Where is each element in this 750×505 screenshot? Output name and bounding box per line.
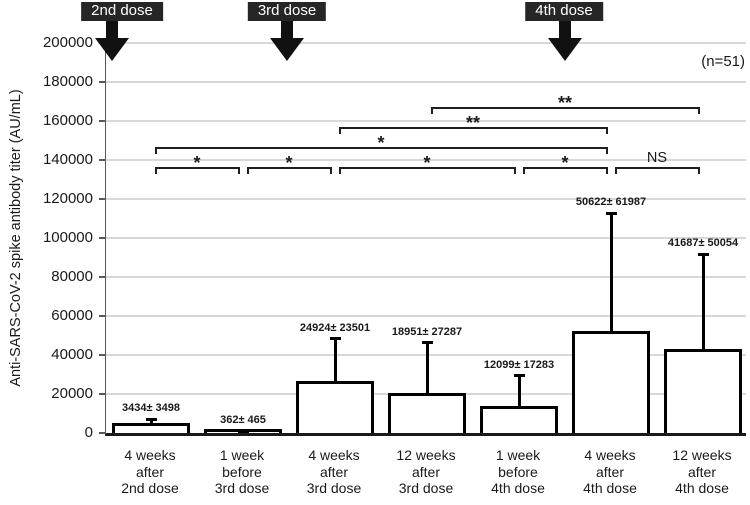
- gridline: [106, 120, 746, 122]
- bar-value-label: 3434± 3498: [121, 402, 181, 415]
- significance-bracket: [614, 167, 700, 174]
- significance-label: *: [285, 153, 293, 173]
- dose-label-box: 4th dose: [525, 2, 603, 21]
- significance-bracket: [154, 167, 240, 174]
- sample-size-label: (n=51): [701, 53, 745, 70]
- error-bar-cap: [237, 429, 249, 433]
- bar: [388, 393, 466, 433]
- y-tick-mark: [99, 315, 105, 317]
- x-category-label: 1 week before 3rd dose: [214, 447, 270, 496]
- dose-arrow-icon: [95, 38, 129, 61]
- bar-value-label: 41687± 50054: [667, 237, 739, 250]
- y-tick-mark: [99, 237, 105, 239]
- error-bar-cap: [697, 252, 709, 256]
- error-bar: [517, 375, 521, 410]
- y-tick-label: 200000: [42, 34, 93, 51]
- bar: [572, 331, 650, 433]
- significance-label: *: [561, 153, 569, 173]
- y-tick-label: 80000: [51, 268, 93, 285]
- significance-bracket: [246, 167, 332, 174]
- x-category-label: 4 weeks after 4th dose: [583, 447, 637, 496]
- y-tick-label: 40000: [51, 346, 93, 363]
- x-category-label: 4 weeks after 2nd dose: [121, 447, 179, 496]
- error-bar-cap: [605, 211, 617, 215]
- significance-label: **: [465, 113, 480, 133]
- y-tick-label: 100000: [42, 229, 93, 246]
- dose-arrow-icon: [548, 38, 582, 61]
- bar-value-label: 362± 465: [220, 414, 266, 427]
- significance-bracket: [154, 147, 608, 154]
- y-tick-mark: [99, 393, 105, 395]
- y-tick-label: 180000: [42, 73, 93, 90]
- significance-label: *: [193, 153, 201, 173]
- significance-bracket: [338, 167, 516, 174]
- gridline: [106, 159, 746, 161]
- gridline: [106, 42, 746, 44]
- bar-value-label: 24924± 23501: [299, 321, 371, 334]
- significance-bracket: [338, 127, 608, 134]
- y-tick-label: 140000: [42, 151, 93, 168]
- gridline: [106, 315, 746, 317]
- dose-label-box: 2nd dose: [81, 2, 163, 21]
- dose-arrow-icon: [270, 38, 304, 61]
- x-category-label: 12 weeks after 4th dose: [672, 447, 732, 496]
- error-bar: [333, 338, 337, 385]
- y-tick-label: 0: [84, 424, 93, 441]
- y-tick-mark: [99, 276, 105, 278]
- plot-area: 3434± 3498 362± 465 24924± 23501 18951± 272…: [105, 42, 746, 436]
- gridline: [106, 81, 746, 83]
- bar: [480, 406, 558, 433]
- error-bar-cap: [329, 337, 341, 341]
- significance-label: **: [557, 93, 572, 113]
- error-bar-cap: [513, 374, 525, 378]
- error-bar: [609, 213, 613, 335]
- dose-arrow-icon: [559, 21, 571, 39]
- y-tick-label: 20000: [51, 385, 93, 402]
- significance-bracket: [430, 107, 700, 114]
- significance-label: *: [377, 133, 385, 153]
- y-tick-mark: [99, 198, 105, 200]
- y-tick-mark: [99, 120, 105, 122]
- y-tick-label: 160000: [42, 112, 93, 129]
- dose-arrow-icon: [106, 21, 118, 39]
- error-bar: [701, 254, 705, 352]
- dose-arrow-icon: [281, 21, 293, 39]
- dose-label-box: 3rd dose: [247, 2, 327, 21]
- x-category-label: 12 weeks after 3rd dose: [396, 447, 456, 496]
- error-bar-cap: [145, 417, 157, 421]
- significance-label: NS: [646, 150, 668, 166]
- significance-bracket: [522, 167, 608, 174]
- gridline: [106, 276, 746, 278]
- significance-label: *: [423, 153, 431, 173]
- gridline: [106, 198, 746, 200]
- y-tick-mark: [99, 81, 105, 83]
- error-bar: [149, 419, 153, 427]
- gridline: [106, 237, 746, 239]
- y-tick-mark: [99, 159, 105, 161]
- x-category-label: 1 week before 4th dose: [491, 447, 545, 496]
- bar-value-label: 18951± 27287: [391, 325, 463, 338]
- y-tick-label: 120000: [42, 190, 93, 207]
- y-tick-label: 60000: [51, 307, 93, 324]
- bar: [296, 381, 374, 433]
- error-bar-cap: [421, 341, 433, 345]
- bar-value-label: 50622± 61987: [575, 196, 647, 209]
- y-tick-mark: [99, 432, 105, 434]
- bar: [664, 348, 742, 433]
- error-bar: [425, 342, 429, 397]
- bar-value-label: 12099± 17283: [483, 358, 555, 371]
- x-category-label: 4 weeks after 3rd dose: [306, 447, 362, 496]
- y-tick-mark: [99, 354, 105, 356]
